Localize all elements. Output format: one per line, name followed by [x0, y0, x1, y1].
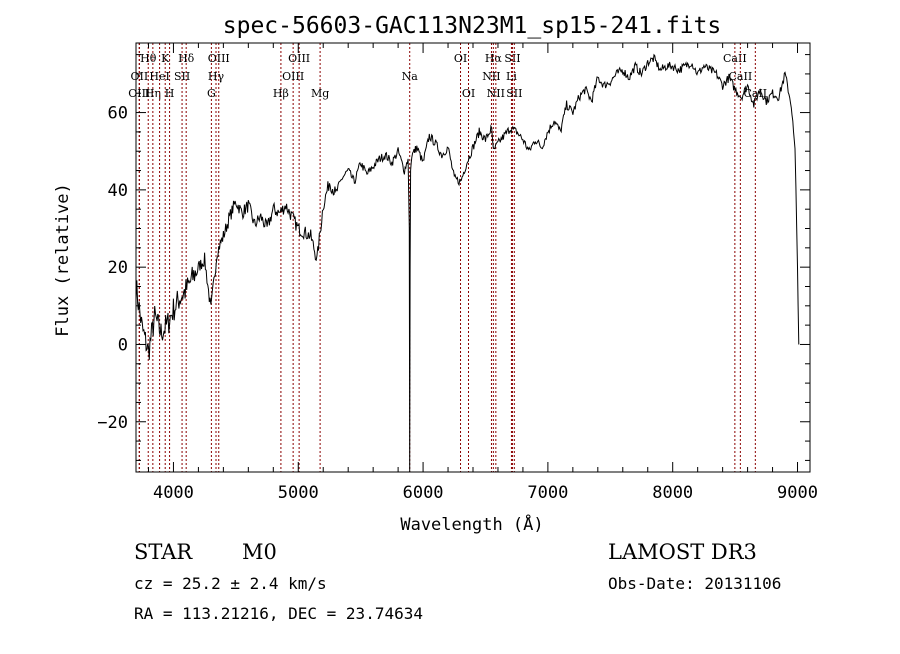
line-label: K — [161, 52, 170, 65]
line-label: Hγ — [208, 70, 225, 83]
object-subclass: M0 — [242, 540, 277, 564]
line-label: Na — [402, 70, 419, 83]
object-class: STAR — [134, 540, 193, 564]
plot-frame — [135, 42, 811, 473]
line-label: Hα — [485, 52, 503, 65]
x-tick-label: 7000 — [527, 483, 568, 503]
line-label: OIII — [282, 70, 304, 83]
x-axis-label: Wavelength (Å) — [400, 513, 543, 535]
line-label: Hθ — [140, 52, 157, 65]
y-tick-label: 60 — [108, 104, 128, 124]
line-label: SII — [504, 52, 520, 65]
line-label: SII — [174, 70, 190, 83]
chart-title: spec-56603-GAC113N23M1_sp15-241.fits — [223, 13, 722, 39]
line-label: Mg — [311, 87, 329, 100]
redshift-velocity: cz = 25.2 ± 2.4 km/s — [134, 574, 327, 593]
line-label: Li — [506, 70, 517, 83]
y-tick-label: 40 — [108, 181, 128, 201]
y-axis-label: Flux (relative) — [53, 183, 73, 337]
line-label: Hδ — [178, 52, 195, 65]
spectrum-line — [135, 53, 800, 473]
y-tick-label: 20 — [108, 258, 128, 278]
x-tick-label: 5000 — [278, 483, 319, 503]
line-label: CaII — [723, 52, 747, 65]
plot-area — [135, 53, 800, 473]
line-label: OI — [462, 87, 475, 100]
y-tick-label: −20 — [97, 413, 128, 433]
x-tick-label: 6000 — [403, 483, 444, 503]
observation-date: Obs-Date: 20131106 — [608, 574, 782, 593]
line-label: CaII — [729, 70, 753, 83]
x-tick-label: 8000 — [652, 483, 693, 503]
coordinates: RA = 113.21216, DEC = 23.74634 — [134, 604, 423, 623]
line-label: H — [165, 87, 175, 100]
line-label: OI — [454, 52, 467, 65]
axes: 4000 5000 6000 7000 8000 9000 −20 0 20 40 60 — [97, 42, 818, 503]
line-label: NII — [482, 70, 500, 83]
survey-name: LAMOST DR3 — [608, 540, 757, 564]
line-label: CaII — [743, 87, 767, 100]
line-label: SII — [506, 87, 522, 100]
x-tick-label: 4000 — [153, 483, 194, 503]
line-label: HeI — [149, 70, 169, 83]
line-label: OIII — [208, 52, 230, 65]
y-tick-label: 0 — [118, 335, 128, 355]
line-label: NII — [487, 87, 505, 100]
x-tick-label: 9000 — [777, 483, 818, 503]
line-label: G — [207, 87, 216, 100]
line-label: Hβ — [273, 87, 289, 100]
line-label: OIII — [288, 52, 310, 65]
line-label: Hη — [145, 87, 161, 100]
